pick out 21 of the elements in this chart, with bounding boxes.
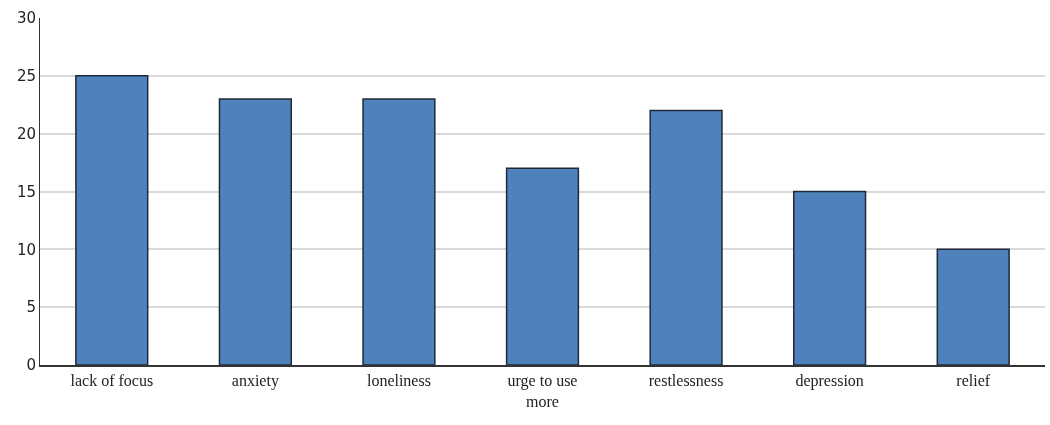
y-tick-label: 0 [26,356,36,375]
x-tick-label: restlessness [648,371,724,389]
bar [218,98,292,365]
bar [936,248,1010,365]
x-tick-label: depression [795,371,864,390]
y-tick-label: 5 [26,298,36,317]
y-tick-label: 10 [16,240,36,259]
x-tick-label: urge to use more [507,371,578,410]
bar [362,98,436,365]
x-tick-label: loneliness [366,371,431,389]
y-tick-label: 25 [16,67,36,86]
y-tick-label: 30 [16,9,36,28]
y-tick-label: 20 [16,124,36,143]
bar [649,109,723,365]
y-tick-label: 15 [16,182,36,201]
bar [505,167,580,365]
bar [793,190,867,365]
x-tick-label: anxiety [231,371,279,390]
x-tick-label: lack of focus [70,371,154,389]
bar [75,75,149,365]
x-tick-label: relief [956,371,991,389]
